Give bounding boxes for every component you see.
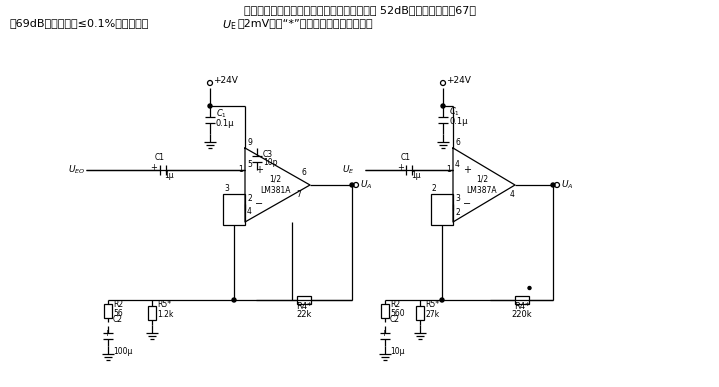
Text: C1: C1 <box>401 153 411 162</box>
Text: 6: 6 <box>302 168 307 177</box>
Bar <box>431 194 453 225</box>
Circle shape <box>208 104 212 108</box>
Text: 560: 560 <box>390 309 405 318</box>
Text: －2mV。有“*”号的电阔为金属膜电阔。: －2mV。有“*”号的电阔为金属膜电阔。 <box>238 18 374 28</box>
Text: 1μ: 1μ <box>411 171 421 180</box>
Text: 10p: 10p <box>263 158 278 167</box>
Text: +: + <box>255 165 263 175</box>
Text: 3: 3 <box>224 184 229 193</box>
Text: R2: R2 <box>390 300 400 309</box>
Bar <box>297 296 311 304</box>
Bar <box>416 305 424 320</box>
Text: −: − <box>463 199 471 209</box>
Circle shape <box>232 298 236 302</box>
Text: R4*: R4* <box>514 302 529 311</box>
Text: +24V: +24V <box>213 76 238 85</box>
Text: 0.1μ: 0.1μ <box>449 118 467 127</box>
Text: $C_1$: $C_1$ <box>449 106 460 118</box>
Text: 22k: 22k <box>296 310 312 319</box>
Text: +: + <box>397 163 404 173</box>
Bar <box>223 194 245 225</box>
Circle shape <box>551 183 555 187</box>
Bar <box>104 304 112 318</box>
Text: －69dB，畚变系数≤0.1%，输入信号: －69dB，畚变系数≤0.1%，输入信号 <box>10 18 150 28</box>
Circle shape <box>440 298 444 302</box>
Circle shape <box>350 183 354 187</box>
Text: 2: 2 <box>432 184 436 193</box>
Text: $C_1$: $C_1$ <box>216 108 227 120</box>
Text: 27k: 27k <box>425 310 439 319</box>
Text: 220k: 220k <box>511 310 532 319</box>
Text: $U_{EO}$: $U_{EO}$ <box>68 164 86 176</box>
Text: 1μ: 1μ <box>165 171 174 180</box>
Text: C2: C2 <box>390 315 400 324</box>
Text: R4*: R4* <box>296 302 312 311</box>
Text: +: + <box>463 165 471 175</box>
Text: 2: 2 <box>455 208 459 217</box>
Text: 10μ: 10μ <box>390 347 405 356</box>
Text: +: + <box>150 163 157 173</box>
Text: 7: 7 <box>296 190 301 199</box>
Text: 4: 4 <box>455 160 460 169</box>
Text: 6: 6 <box>455 138 460 147</box>
Text: R5*: R5* <box>425 300 439 309</box>
Text: 1: 1 <box>446 166 451 175</box>
Circle shape <box>528 286 531 289</box>
Text: $U_A$: $U_A$ <box>561 179 574 191</box>
Bar <box>515 296 528 304</box>
Text: 两个不对称输入的微音放大器电路，其增益为 52dB，噪音不超过－67～: 两个不对称输入的微音放大器电路，其增益为 52dB，噪音不超过－67～ <box>244 5 476 15</box>
Bar <box>381 304 389 318</box>
Circle shape <box>441 104 445 108</box>
Text: 1: 1 <box>238 166 243 175</box>
Text: 1/2
LM387A: 1/2 LM387A <box>467 175 498 195</box>
Text: 100μ: 100μ <box>113 347 132 356</box>
Text: C2: C2 <box>113 315 123 324</box>
Text: 9: 9 <box>247 138 252 147</box>
Text: +: + <box>103 329 110 339</box>
Text: R2: R2 <box>113 300 123 309</box>
Text: +: + <box>380 329 387 339</box>
Text: $U_{E}$: $U_{E}$ <box>342 164 354 176</box>
Text: 1.2k: 1.2k <box>157 310 173 319</box>
Text: 3: 3 <box>455 194 460 203</box>
Text: C1: C1 <box>155 153 165 162</box>
Text: 4: 4 <box>510 190 515 199</box>
Text: 1/2
LM381A: 1/2 LM381A <box>260 175 290 195</box>
Text: C3: C3 <box>263 150 273 159</box>
Text: $U_{\rm E}$: $U_{\rm E}$ <box>222 18 237 32</box>
Text: 2: 2 <box>247 194 252 203</box>
Text: 5: 5 <box>247 160 252 169</box>
Bar <box>148 305 156 320</box>
Text: 4: 4 <box>247 207 252 216</box>
Text: R5*: R5* <box>157 300 171 309</box>
Text: +24V: +24V <box>446 76 471 85</box>
Text: 56: 56 <box>113 309 123 318</box>
Text: $U_A$: $U_A$ <box>360 179 372 191</box>
Text: −: − <box>255 199 263 209</box>
Text: 0.1μ: 0.1μ <box>216 120 234 128</box>
